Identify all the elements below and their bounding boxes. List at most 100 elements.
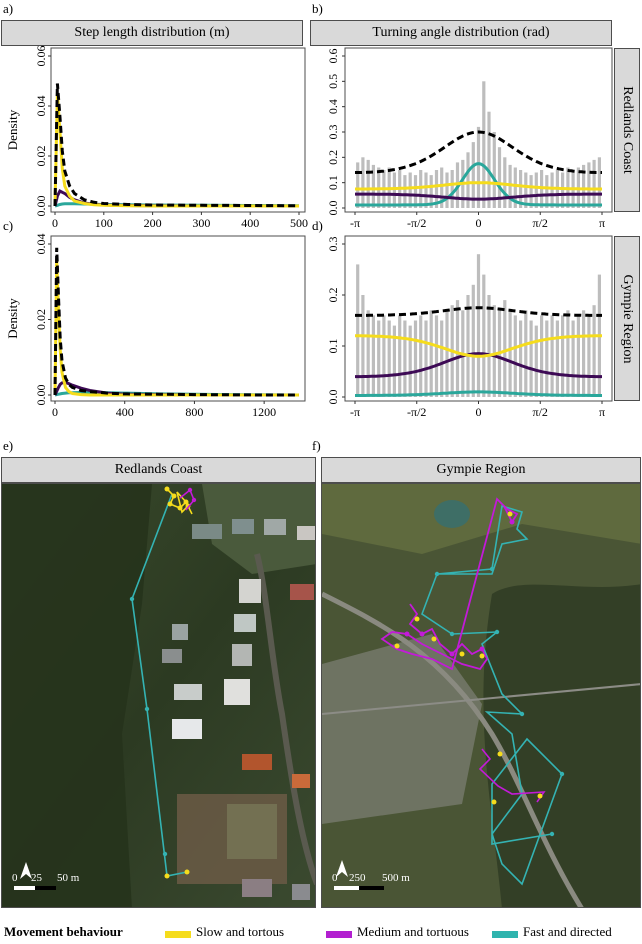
- scalebar-label-250: 250: [349, 872, 366, 884]
- y-tick-label-d-2: 0.2: [326, 288, 340, 303]
- hist-bar-b-46: [597, 157, 601, 208]
- hist-bar-d-12: [419, 315, 423, 397]
- x-tick-label-b-3: π/2: [533, 216, 548, 230]
- y-tick-label-b-3: 0.3: [326, 125, 340, 140]
- hist-bar-d-29: [508, 310, 512, 397]
- legend-swatch-slow: [165, 931, 191, 938]
- hist-bar-d-7: [392, 325, 396, 397]
- hist-bar-b-37: [550, 172, 554, 208]
- legend: Movement behaviour Slow and tortous Medi…: [0, 922, 642, 942]
- track-fast-redlands: [129, 493, 188, 877]
- map-gympie[interactable]: 0 250 500 m: [321, 483, 641, 908]
- hist-bar-b-21: [466, 152, 470, 208]
- legend-label-medium: Medium and tortuous: [357, 924, 469, 939]
- hist-bar-b-15: [434, 170, 439, 208]
- hist-bar-d-5: [382, 315, 386, 397]
- scalebar-label-25: 25: [31, 872, 43, 884]
- hist-bar-b-13: [424, 172, 428, 208]
- y-tick-label-a-2: 0.04: [34, 96, 48, 117]
- track-medium-redlands: [179, 487, 197, 511]
- row-strip-redlands: Redlands Coast: [614, 48, 640, 212]
- legend-label-fast: Fast and directed: [523, 924, 612, 939]
- x-tick-label-d-1: -π/2: [407, 405, 426, 419]
- hist-bar-d-35: [540, 315, 544, 397]
- series-curve-d-medium: [355, 352, 602, 379]
- hist-bar-b-32: [524, 172, 528, 208]
- scalebar-label-50: 50 m: [57, 872, 80, 884]
- hist-bar-b-30: [513, 167, 517, 208]
- y-axis-label-c: Density: [5, 298, 20, 339]
- hist-bar-d-1: [361, 295, 365, 397]
- hist-bar-b-39: [561, 172, 565, 208]
- plot-frame-a: [50, 47, 306, 213]
- map-redlands-svg: 0 25 50 m: [2, 484, 315, 907]
- x-tick-label-a-2: 200: [144, 216, 162, 230]
- hist-bar-b-26: [492, 132, 496, 208]
- y-tick-label-b-5: 0.5: [326, 74, 340, 89]
- panel-letter-f: f): [312, 438, 321, 453]
- x-tick-label-a-3: 300: [192, 216, 210, 230]
- hist-bar-d-32: [524, 310, 528, 397]
- hist-bar-b-9: [403, 175, 407, 208]
- hist-bar-b-34: [534, 172, 538, 208]
- track-medium-gympie: [380, 497, 546, 803]
- series-curve-b-combined: [355, 130, 602, 174]
- series-line-c-combined: [53, 247, 299, 397]
- hist-bar-b-0: [356, 162, 360, 208]
- hist-bar-b-10: [408, 172, 412, 208]
- x-tick-label-c-0: 0: [52, 405, 58, 419]
- x-tick-label-d-0: -π: [350, 405, 360, 419]
- hist-bar-b-2: [366, 159, 370, 208]
- north-arrow-icon: [336, 860, 348, 877]
- house: [192, 524, 222, 539]
- hist-bar-d-34: [534, 325, 538, 397]
- x-tick-label-d-2: 0: [476, 405, 482, 419]
- legend-label-slow: Slow and tortous: [196, 924, 285, 939]
- x-tick-label-d-3: π/2: [533, 405, 548, 419]
- hist-bar-d-9: [403, 320, 407, 397]
- hist-bar-b-31: [519, 170, 523, 208]
- hist-bar-d-6: [387, 320, 391, 397]
- hist-bar-b-45: [592, 159, 596, 208]
- y-tick-label-b-4: 0.4: [326, 99, 340, 114]
- hist-bar-d-21: [466, 295, 470, 397]
- hist-bar-b-24: [482, 81, 486, 208]
- hist-bar-d-36: [545, 320, 549, 397]
- hist-bar-b-23: [476, 126, 481, 208]
- hist-bar-d-0: [356, 264, 360, 397]
- x-tick-label-b-0: -π: [350, 216, 360, 230]
- scalebar-label-0: 0: [332, 872, 338, 884]
- hist-bar-d-15: [434, 315, 439, 397]
- y-tick-label-c-2: 0.04: [34, 234, 48, 255]
- y-tick-label-a-3: 0.06: [34, 46, 48, 67]
- panel-letter-e: e): [3, 438, 14, 453]
- hist-bar-d-10: [408, 325, 412, 397]
- series-curve-b-medium: [355, 192, 602, 201]
- hist-bar-d-16: [440, 320, 444, 397]
- x-tick-label-b-2: 0: [476, 216, 482, 230]
- panel-a-title: Step length distribution (m): [74, 25, 230, 40]
- hist-bar-d-44: [587, 315, 591, 397]
- scalebar-label-500: 500 m: [382, 872, 410, 884]
- hist-bar-b-22: [471, 142, 475, 208]
- urban-area: [322, 634, 482, 824]
- hist-bar-b-29: [508, 164, 512, 208]
- hist-bar-d-41: [571, 320, 575, 397]
- hist-bar-d-45: [592, 305, 596, 397]
- map-gympie-svg: 0 250 500 m: [322, 484, 640, 907]
- hist-bar-d-17: [445, 310, 449, 397]
- x-tick-label-a-1: 100: [95, 216, 113, 230]
- map-redlands[interactable]: 0 25 50 m: [1, 483, 316, 908]
- hist-bar-d-19: [455, 300, 460, 397]
- track-slow-redlands: [164, 486, 193, 879]
- y-tick-label-b-0: 0.0: [326, 201, 340, 216]
- hist-bar-d-24: [482, 274, 486, 397]
- x-tick-label-b-4: π: [599, 216, 605, 230]
- hist-bar-d-8: [398, 315, 402, 397]
- panel-letter-d: d): [312, 218, 323, 233]
- x-tick-label-a-0: 0: [52, 216, 58, 230]
- hist-bar-d-14: [429, 310, 433, 397]
- y-tick-label-a-1: 0.02: [34, 146, 48, 167]
- series-curve-d-slow: [355, 334, 602, 358]
- y-tick-label-c-1: 0.02: [34, 309, 48, 330]
